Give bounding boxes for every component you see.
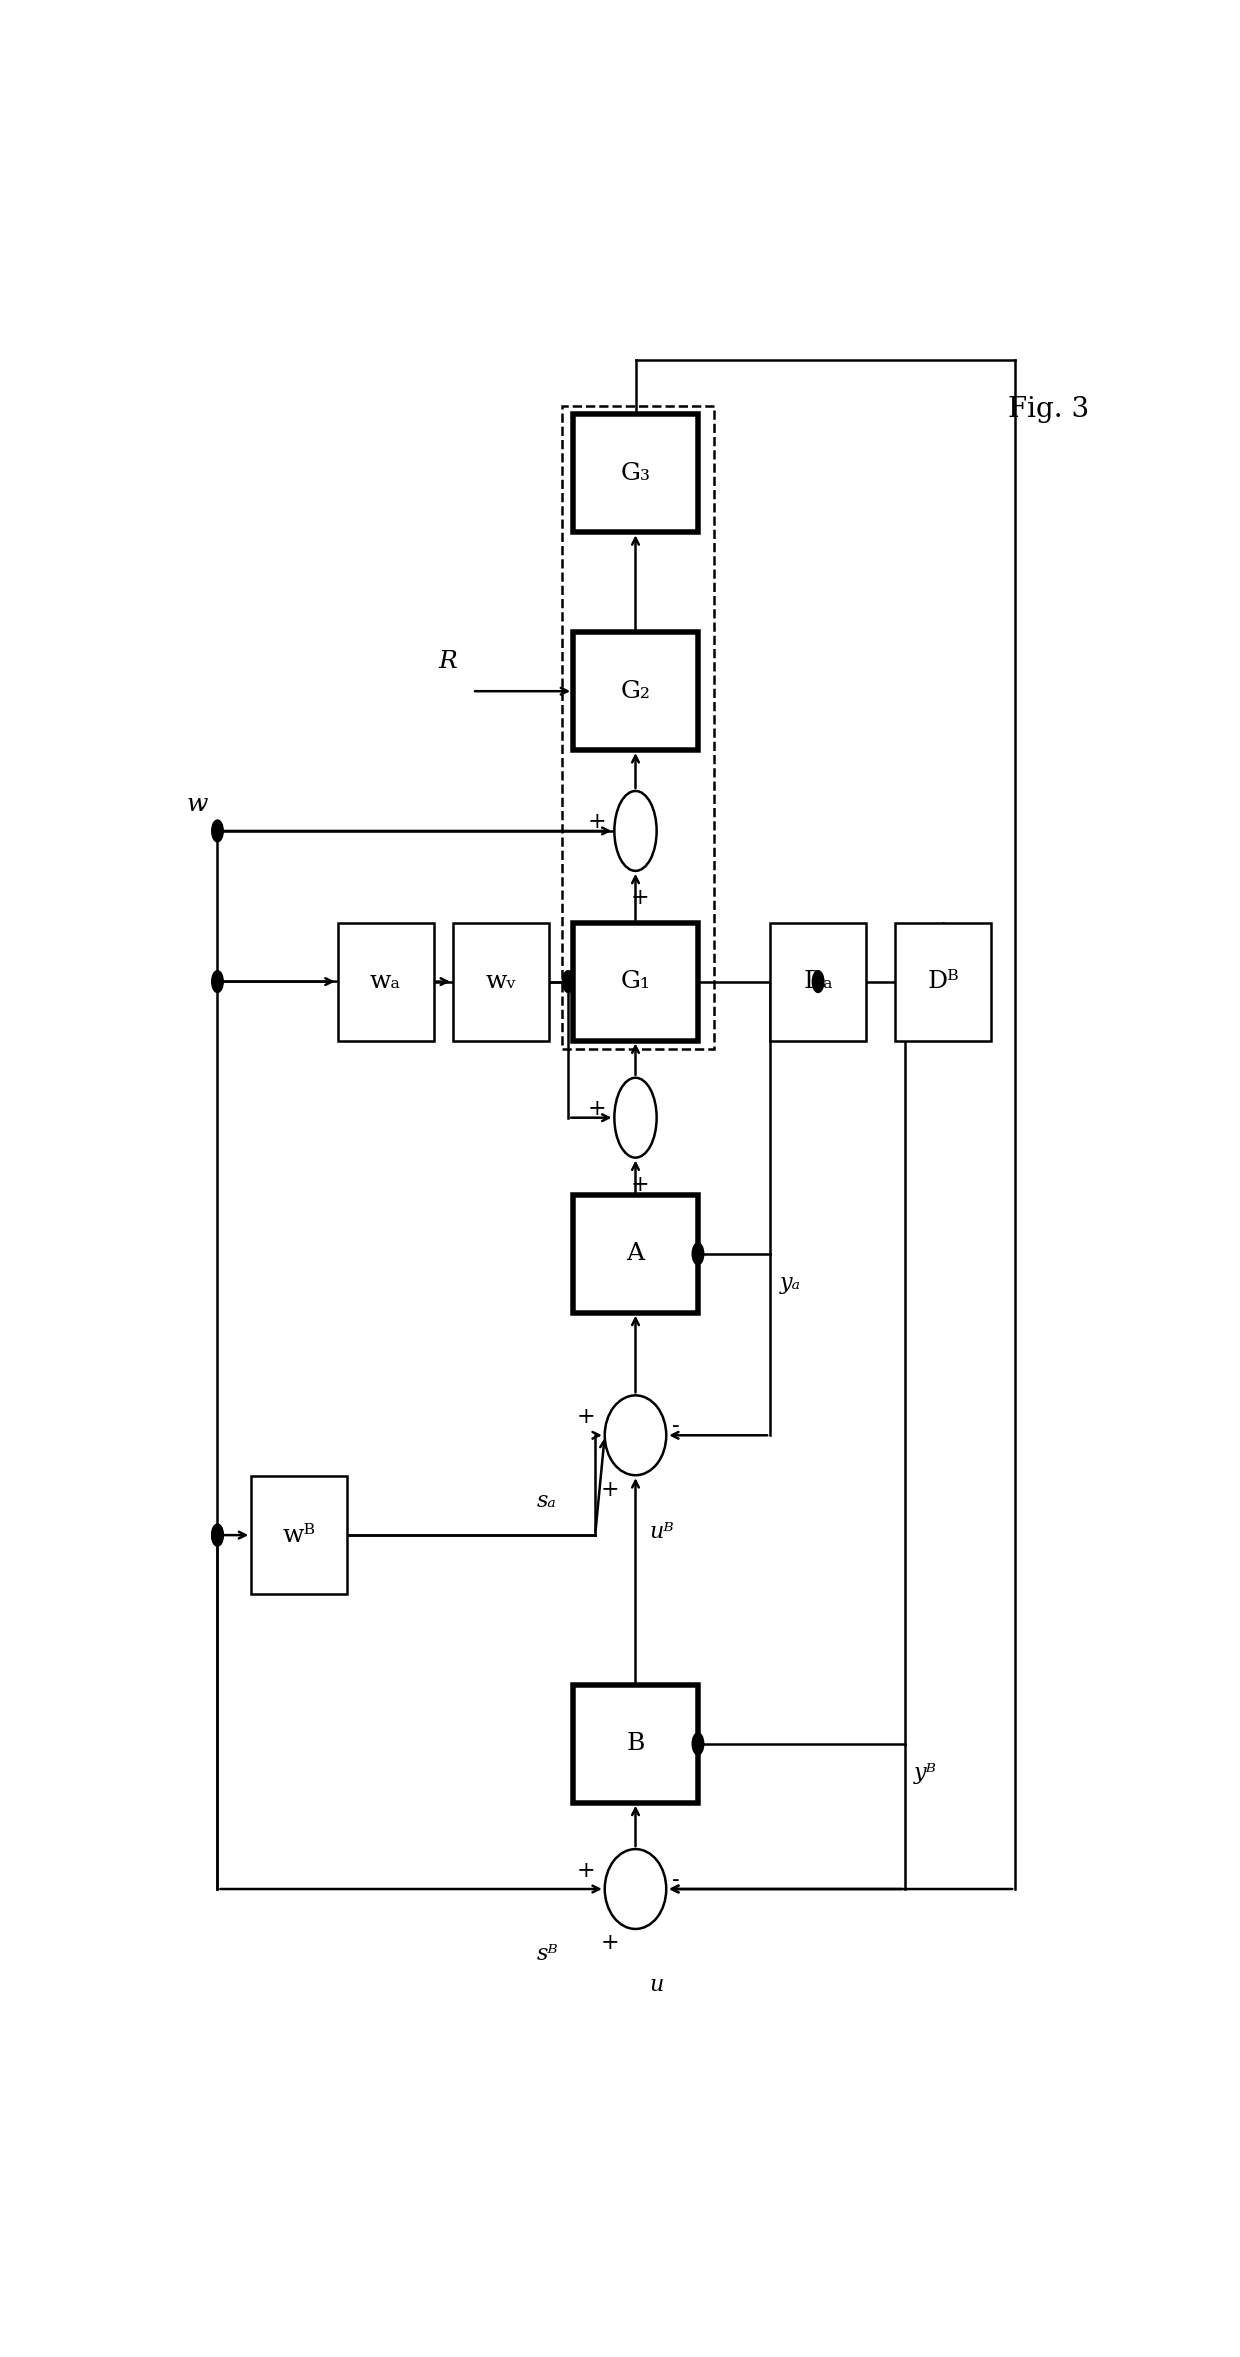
Text: +: + — [600, 1478, 619, 1501]
Circle shape — [692, 1732, 704, 1754]
Text: R: R — [439, 651, 458, 674]
Bar — [573, 1685, 698, 1803]
Text: G₁: G₁ — [620, 971, 651, 992]
Text: +: + — [577, 1860, 595, 1881]
Text: u: u — [650, 1975, 665, 1996]
Text: G₂: G₂ — [620, 679, 651, 702]
Text: wₐ: wₐ — [370, 971, 402, 992]
Circle shape — [614, 792, 657, 870]
Bar — [337, 922, 434, 1039]
Bar — [573, 922, 698, 1039]
Text: -: - — [672, 1414, 680, 1438]
Text: sₐ: sₐ — [537, 1490, 557, 1511]
Circle shape — [563, 971, 574, 992]
Circle shape — [212, 971, 223, 992]
Text: +: + — [600, 1933, 619, 1954]
Text: yᴮ: yᴮ — [914, 1763, 937, 1784]
Text: sᴮ: sᴮ — [536, 1945, 558, 1966]
Text: Dᴮ: Dᴮ — [928, 971, 959, 992]
Bar — [250, 1475, 347, 1593]
Text: uₐ: uₐ — [650, 1211, 672, 1235]
Circle shape — [692, 1242, 704, 1266]
Circle shape — [812, 971, 823, 992]
Bar — [573, 632, 698, 750]
Text: Dₐ: Dₐ — [804, 971, 833, 992]
Text: A: A — [626, 1242, 645, 1266]
Bar — [573, 1195, 698, 1313]
Text: +: + — [577, 1407, 595, 1428]
Text: G₃: G₃ — [620, 462, 651, 486]
Ellipse shape — [605, 1395, 666, 1475]
Text: w: w — [186, 794, 208, 816]
Text: +: + — [631, 1174, 650, 1195]
Text: uᴮ: uᴮ — [650, 1520, 675, 1541]
Ellipse shape — [605, 1850, 666, 1928]
Text: wᴮ: wᴮ — [283, 1523, 316, 1546]
Bar — [573, 415, 698, 533]
Circle shape — [212, 1525, 223, 1546]
Text: Fig. 3: Fig. 3 — [1008, 396, 1089, 424]
Circle shape — [212, 820, 223, 841]
Circle shape — [212, 1525, 223, 1546]
Text: B: B — [626, 1732, 645, 1756]
Text: +: + — [588, 811, 606, 832]
Text: -: - — [672, 1869, 680, 1890]
Bar — [770, 922, 866, 1039]
Text: yₐ: yₐ — [780, 1273, 801, 1294]
Bar — [563, 405, 714, 1049]
Circle shape — [614, 1077, 657, 1157]
Bar — [895, 922, 991, 1039]
Text: wᵥ: wᵥ — [486, 971, 516, 992]
Text: +: + — [588, 1098, 606, 1120]
Text: +: + — [631, 886, 650, 910]
Bar — [453, 922, 549, 1039]
